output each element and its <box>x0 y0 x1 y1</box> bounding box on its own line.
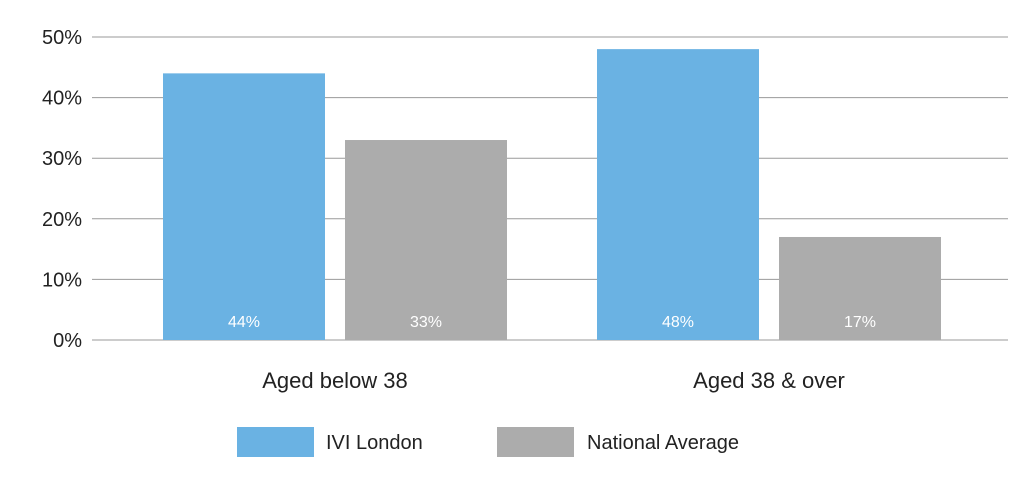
legend-swatch <box>237 427 314 457</box>
bar <box>779 236 941 340</box>
bar-value-label: 33% <box>410 314 442 331</box>
bar <box>345 140 507 340</box>
legend-item: National Average <box>497 427 739 457</box>
y-axis-tick-labels: 0% 10% 20% 30% 40% 50% <box>42 27 82 352</box>
y-tick-label: 10% <box>42 269 82 291</box>
bar-value-label: 44% <box>228 314 260 331</box>
y-tick-label: 50% <box>42 27 82 49</box>
bar <box>597 49 759 341</box>
x-category-label: Aged below 38 <box>262 368 408 393</box>
legend-item: IVI London <box>237 427 423 457</box>
y-tick-label: 30% <box>42 148 82 170</box>
bars <box>163 49 941 341</box>
bar-value-label: 17% <box>844 314 876 331</box>
legend-swatch <box>497 427 574 457</box>
x-category-label: Aged 38 & over <box>693 368 845 393</box>
legend-label: National Average <box>587 432 739 454</box>
y-tick-label: 20% <box>42 209 82 231</box>
bar <box>163 73 325 341</box>
bar-data-labels: 44% 33% 48% 17% <box>228 314 876 331</box>
x-axis-category-labels: Aged below 38 Aged 38 & over <box>262 368 845 393</box>
y-tick-label: 40% <box>42 88 82 110</box>
legend: IVI London National Average <box>237 427 739 457</box>
legend-label: IVI London <box>326 432 423 454</box>
bar-value-label: 48% <box>662 314 694 331</box>
y-tick-label: 0% <box>53 330 82 352</box>
